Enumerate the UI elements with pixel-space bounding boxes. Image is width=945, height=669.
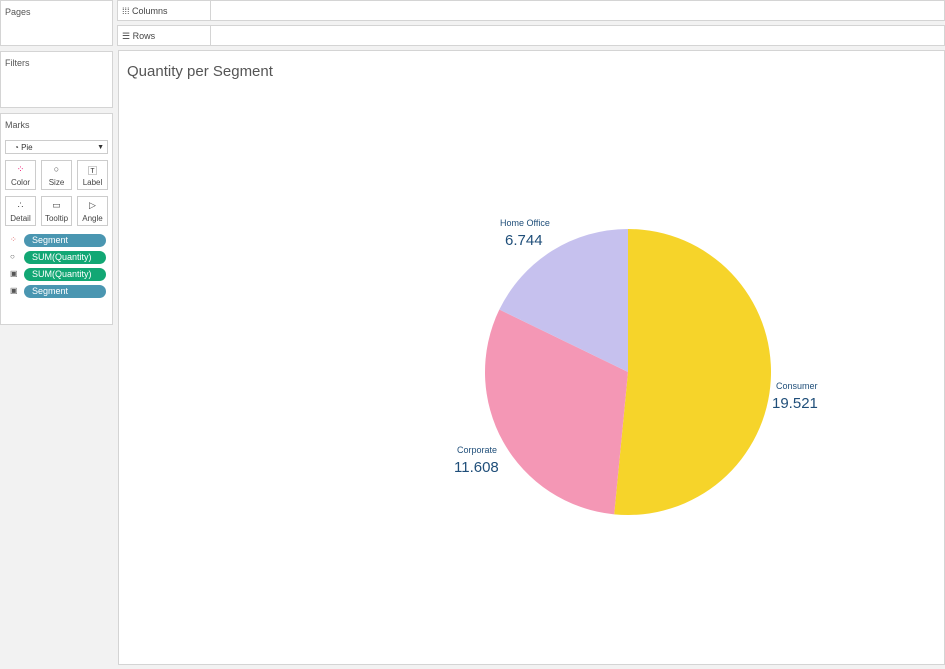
label-icon: ▣ — [10, 286, 18, 295]
color-button[interactable]: ⁘ Color — [5, 160, 36, 190]
angle-label: Angle — [82, 214, 103, 223]
detail-button[interactable]: ∴ Detail — [5, 196, 36, 226]
label-value-home-office: 6.744 — [505, 232, 543, 249]
pill-segment-label[interactable]: Segment — [24, 285, 106, 298]
label-category-home-office: Home Office — [500, 218, 550, 228]
pill-quantity-size[interactable]: SUM(Quantity) — [24, 251, 106, 264]
pages-shelf[interactable]: Pages — [0, 0, 113, 46]
size-button[interactable]: ○ Size — [41, 160, 72, 190]
mark-type-value: Pie — [21, 143, 33, 152]
label-icon: ▣ — [10, 269, 18, 278]
rows-icon: ☰ — [122, 31, 133, 41]
rows-text: Rows — [132, 31, 156, 41]
columns-label: ⁞⁞⁞ Columns — [122, 1, 211, 21]
angle-icon: ▷ — [89, 200, 96, 210]
pill-segment-color[interactable]: Segment — [24, 234, 106, 247]
label-value-consumer: 19.521 — [772, 395, 818, 412]
color-label: Color — [10, 178, 31, 187]
columns-icon: ⁞⁞⁞ — [122, 6, 133, 16]
label-icon: 🅃 — [87, 166, 97, 176]
chart-view: Quantity per Segment Consumer 19.521 Cor… — [118, 50, 945, 665]
chevron-down-icon: ▼ — [97, 144, 104, 151]
marks-card: Marks ◔ Pie ▼ ⁘ Color ○ Size 🅃 Label ∴ Detail… — [0, 113, 113, 325]
pie-slice-consumer[interactable] — [614, 229, 771, 515]
label-label: Label — [82, 178, 103, 187]
marks-title: Marks — [5, 120, 30, 130]
chart-title: Quantity per Segment — [127, 63, 273, 80]
detail-label: Detail — [10, 214, 31, 223]
tooltip-button[interactable]: ▭ Tooltip — [41, 196, 72, 226]
columns-shelf[interactable]: ⁞⁞⁞ Columns — [117, 0, 945, 21]
color-icon: ⁘ — [16, 164, 25, 174]
label-category-consumer: Consumer — [776, 381, 818, 391]
angle-button[interactable]: ▷ Angle — [77, 196, 108, 226]
pill-quantity-label[interactable]: SUM(Quantity) — [24, 268, 106, 281]
filters-shelf[interactable]: Filters — [0, 51, 113, 108]
pie-chart: Consumer 19.521 Corporate 11.608 Home Of… — [454, 218, 818, 515]
size-icon: ○ — [53, 164, 60, 174]
tooltip-icon: ▭ — [52, 200, 61, 210]
label-button[interactable]: 🅃 Label — [77, 160, 108, 190]
label-value-corporate: 11.608 — [454, 459, 499, 476]
filters-title: Filters — [5, 58, 30, 68]
color-icon: ⁘ — [10, 235, 17, 244]
pie-slice-corporate[interactable] — [484, 309, 628, 515]
pie-slice-home-office[interactable] — [499, 229, 628, 372]
rows-label: ☰ Rows — [122, 26, 211, 46]
pages-title: Pages — [5, 7, 31, 17]
label-category-corporate: Corporate — [457, 445, 497, 455]
columns-text: Columns — [132, 6, 168, 16]
size-icon: ○ — [10, 252, 15, 261]
size-label: Size — [48, 178, 65, 187]
detail-icon: ∴ — [17, 200, 24, 210]
tooltip-label: Tooltip — [44, 214, 69, 223]
rows-shelf[interactable]: ☰ Rows — [117, 25, 945, 46]
mark-type-select[interactable]: ◔ Pie ▼ — [5, 140, 108, 154]
